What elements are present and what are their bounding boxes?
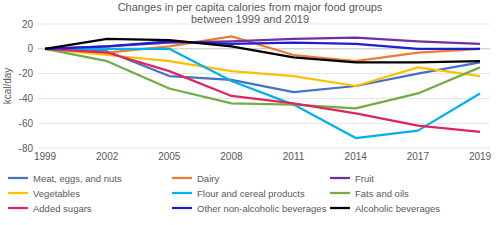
x-tick-label: 2019 (469, 151, 492, 162)
legend-label: Dairy (197, 173, 219, 184)
legend-label: Meat, eggs, and nuts (33, 173, 122, 184)
legend-swatch (330, 207, 350, 209)
legend-label: Alcoholic beverages (355, 203, 440, 214)
legend-swatch (330, 177, 350, 179)
legend-label: Flour and cereal products (197, 188, 305, 199)
x-tick-label: 2014 (345, 151, 368, 162)
x-tick-label: 2011 (283, 151, 305, 162)
legend-swatch (8, 192, 28, 194)
x-tick-label: 2002 (96, 151, 119, 162)
y-tick-label: -60 (19, 118, 34, 129)
legend-label: Fruit (355, 173, 374, 184)
series-line (45, 39, 480, 63)
x-tick-label: 1999 (34, 151, 57, 162)
legend-swatch (172, 192, 192, 194)
grid-line (38, 148, 490, 149)
legend-label: Fats and oils (355, 188, 409, 199)
series-line (45, 41, 480, 48)
plot-area (45, 36, 480, 138)
legend-swatch (8, 207, 28, 209)
legend-swatch (330, 192, 350, 194)
legend-label: Added sugars (33, 203, 92, 214)
x-tick-label: 2008 (220, 151, 243, 162)
y-tick-label: 20 (22, 19, 34, 30)
legend-swatch (172, 207, 192, 209)
series-line (45, 49, 480, 92)
legend-swatch (8, 177, 28, 179)
chart-svg: -80 -60 -40 -20 0 20 kcal/day 1999 2002 2005 2008 2… (0, 0, 500, 225)
x-tick-label: 2005 (158, 151, 181, 162)
y-axis-label: kcal/day (2, 68, 13, 105)
y-tick-label: -40 (19, 93, 34, 104)
chart: Changes in per capita calories from majo… (0, 0, 500, 225)
y-tick-label: -80 (19, 143, 34, 154)
y-tick-label: -20 (19, 68, 34, 79)
legend-swatch (172, 177, 192, 179)
title: Changes in per capita calories from majo… (100, 1, 400, 25)
grid-line (38, 24, 490, 25)
legend-label: Vegetables (33, 188, 80, 199)
legend-label: Other non-alcoholic beverages (197, 203, 327, 214)
y-tick-label: 0 (27, 43, 33, 54)
series-line (45, 49, 480, 132)
grid-line (38, 123, 490, 124)
x-tick-label: 2017 (407, 151, 430, 162)
